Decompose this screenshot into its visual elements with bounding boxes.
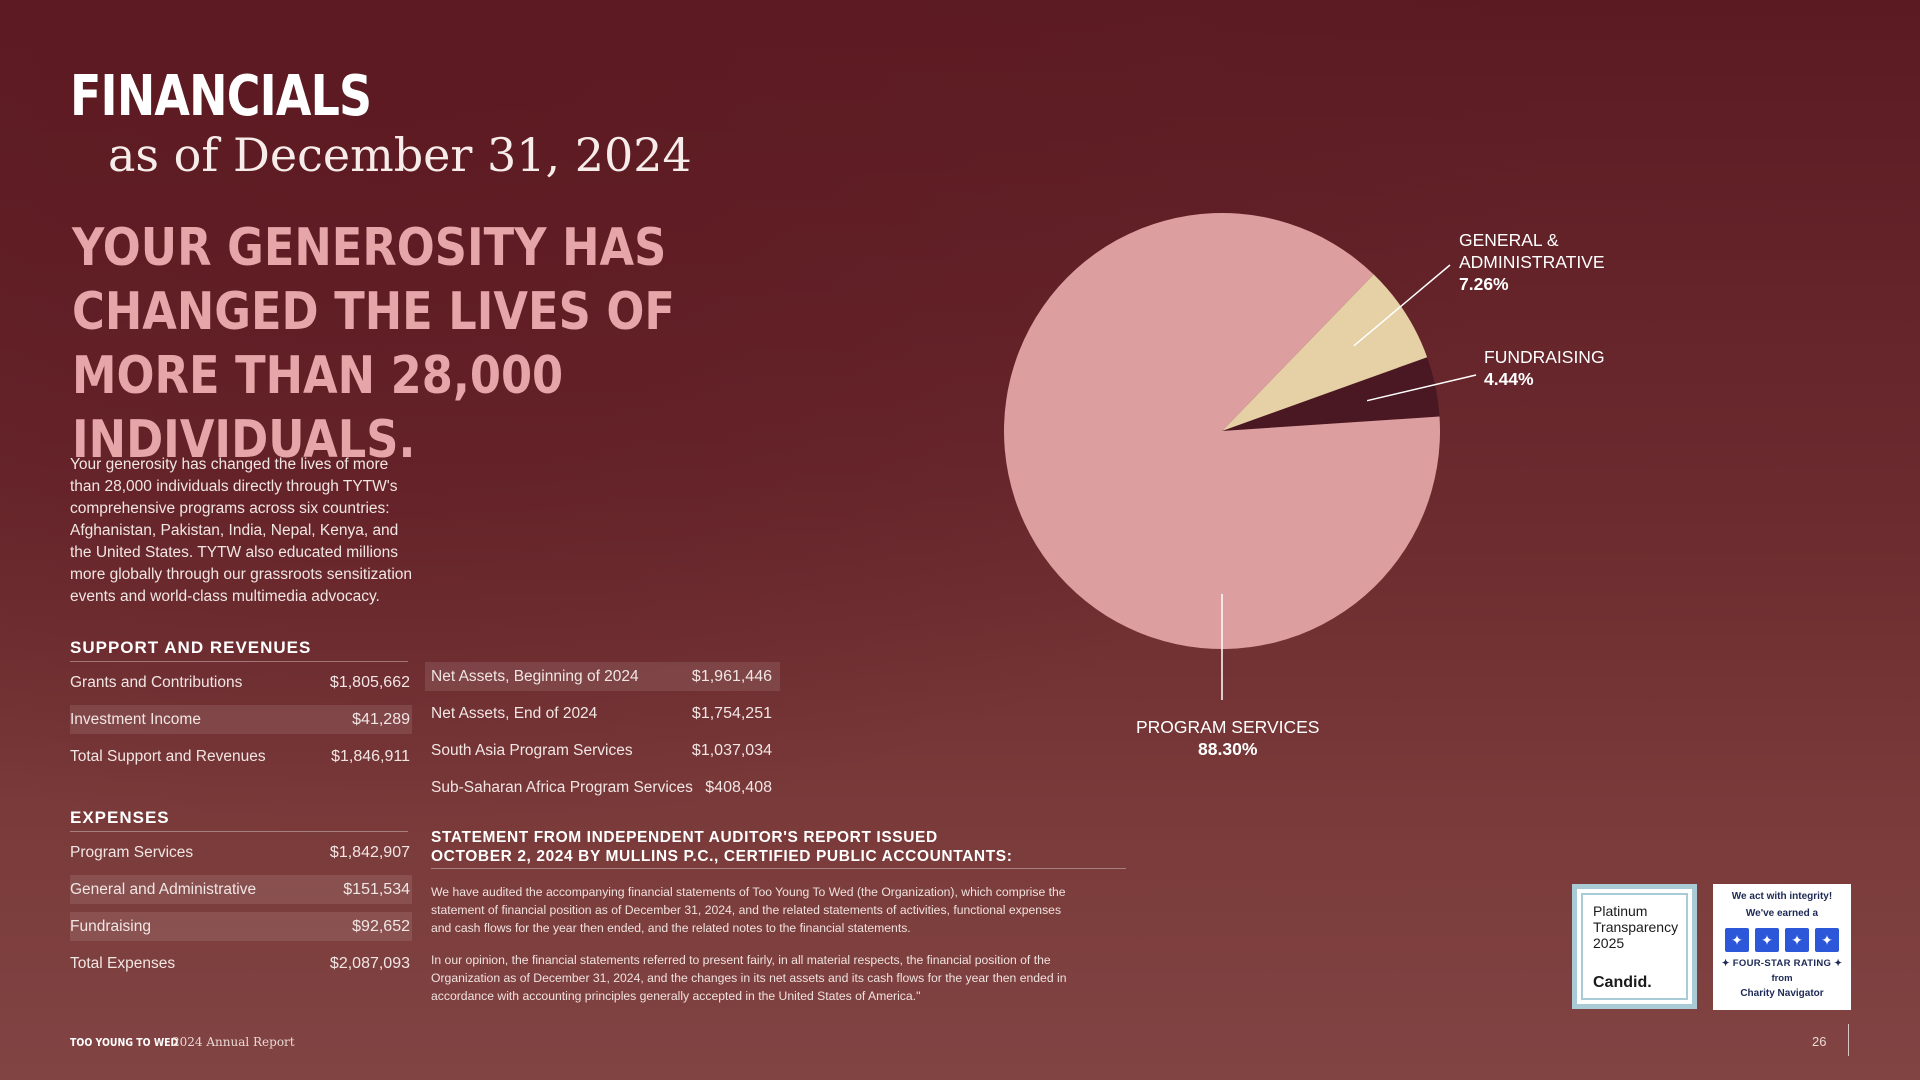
cn-name: Charity Navigator <box>1740 988 1824 999</box>
intro-paragraph: Your generosity has changed the lives of… <box>70 456 413 605</box>
row-label: Net Assets, Beginning of 2024 <box>431 667 639 685</box>
candid-transparency-badge: Platinum Transparency 2025 Candid. <box>1572 884 1697 1009</box>
expenses-table: EXPENSES Program Services $1,842,907 Gene… <box>70 808 412 986</box>
auditor-statement: STATEMENT FROM INDEPENDENT AUDITOR'S REP… <box>431 828 1126 1005</box>
row-label: Total Support and Revenues <box>70 747 266 765</box>
headline: YOUR GENEROSITY HAS CHANGED THE LIVES OF… <box>72 218 675 470</box>
chart-label-text: PROGRAM SERVICES <box>1136 717 1320 737</box>
pie-slice-fundraising <box>1222 357 1440 431</box>
page-number: 26 <box>1812 1034 1827 1049</box>
row-value: $41,289 <box>352 710 410 728</box>
auditor-paragraph-1: We have audited the accompanying financi… <box>431 885 1066 935</box>
row-label: Program Services <box>70 843 194 861</box>
row-value: $1,961,446 <box>691 667 772 685</box>
charity-navigator-badge: We act with integrity! We've earned a ✦ … <box>1713 884 1851 1010</box>
table-row: Program Services $1,842,907 <box>70 838 412 867</box>
row-value: $1,754,251 <box>691 704 772 722</box>
row-value: $151,534 <box>343 880 410 898</box>
row-value: $1,846,911 <box>331 747 410 765</box>
row-label: South Asia Program Services <box>431 741 633 759</box>
table-row: Fundraising $92,652 <box>70 912 412 941</box>
footer-brand: TOO YOUNG TO WED <box>70 1036 179 1049</box>
star-icon: ✦ <box>1755 928 1779 952</box>
pie-slice-general-administrative <box>1222 274 1428 431</box>
row-label: Fundraising <box>70 917 151 935</box>
table-row: Grants and Contributions $1,805,662 <box>70 668 412 697</box>
table-row: Total Expenses $2,087,093 <box>70 949 412 978</box>
row-label: Net Assets, End of 2024 <box>431 704 598 722</box>
table-row: Net Assets, End of 2024 $1,754,251 <box>425 699 780 728</box>
row-value: $2,087,093 <box>329 954 410 972</box>
row-label: Total Expenses <box>70 954 176 972</box>
page-subtitle: as of December 31, 2024 <box>108 128 692 182</box>
table-row: Total Support and Revenues $1,846,911 <box>70 742 412 771</box>
leader-line-general-admin <box>1353 264 1451 347</box>
row-label: Grants and Contributions <box>70 673 243 691</box>
pie-slice-program-services <box>1004 213 1440 650</box>
page-title: FINANCIALS <box>70 64 372 129</box>
row-value: $408,408 <box>705 778 772 796</box>
cn-line1: We act with integrity! <box>1731 891 1833 902</box>
row-value: $92,652 <box>352 917 410 935</box>
row-value: $1,842,907 <box>329 843 410 861</box>
table-row: Net Assets, Beginning of 2024 $1,961,446 <box>425 662 780 691</box>
expenses-heading: EXPENSES <box>70 808 408 832</box>
chart-value-label: 88.30% <box>1198 739 1258 759</box>
star-rating: ✦ ✦ ✦ ✦ <box>1713 928 1851 952</box>
auditor-heading-line2: OCTOBER 2, 2024 BY MULLINS P.C., CERTIFI… <box>431 848 1013 865</box>
chart-label-text: GENERAL & <box>1459 230 1559 250</box>
cn-rating: ✦ FOUR-STAR RATING ✦ <box>1721 958 1843 969</box>
chart-label-text: ADMINISTRATIVE <box>1459 252 1605 272</box>
star-icon: ✦ <box>1725 928 1749 952</box>
leader-line-fundraising <box>1366 374 1477 402</box>
candid-badge-text: Platinum Transparency 2025 <box>1593 903 1679 951</box>
star-icon: ✦ <box>1815 928 1839 952</box>
expense-pie-chart <box>1004 213 1477 700</box>
auditor-heading-line1: STATEMENT FROM INDEPENDENT AUDITOR'S REP… <box>431 829 938 846</box>
auditor-heading: STATEMENT FROM INDEPENDENT AUDITOR'S REP… <box>431 828 1126 869</box>
chart-label-text: FUNDRAISING <box>1484 347 1605 367</box>
support-heading: SUPPORT AND REVENUES <box>70 638 408 662</box>
row-value: $1,805,662 <box>329 673 410 691</box>
net-assets-table: Net Assets, Beginning of 2024 $1,961,446 … <box>425 662 780 810</box>
table-row: South Asia Program Services $1,037,034 <box>425 736 780 765</box>
table-row: General and Administrative $151,534 <box>70 875 412 904</box>
chart-label-program-services: PROGRAM SERVICES 88.30% <box>1136 716 1319 760</box>
row-label: Investment Income <box>70 710 201 728</box>
table-row: Sub-Saharan Africa Program Services $408,… <box>425 773 780 802</box>
cn-line2: We've earned a <box>1745 908 1819 919</box>
table-row: Investment Income $41,289 <box>70 705 412 734</box>
star-icon: ✦ <box>1785 928 1809 952</box>
chart-label-fundraising: FUNDRAISING 4.44% <box>1484 346 1605 390</box>
support-revenues-table: SUPPORT AND REVENUES Grants and Contribu… <box>70 638 412 779</box>
chart-label-general-admin: GENERAL & ADMINISTRATIVE 7.26% <box>1459 229 1605 295</box>
row-label: General and Administrative <box>70 880 257 898</box>
row-value: $1,037,034 <box>691 741 772 759</box>
candid-logo: Candid. <box>1593 974 1652 991</box>
row-label: Sub-Saharan Africa Program Services <box>431 778 693 796</box>
footer-report-title: 2024 Annual Report <box>172 1035 295 1049</box>
cn-from: from <box>1771 973 1793 984</box>
page-number-divider <box>1848 1024 1849 1056</box>
auditor-paragraph-2: In our opinion, the financial statements… <box>431 953 1067 1003</box>
chart-value-label: 4.44% <box>1484 369 1534 389</box>
chart-value-label: 7.26% <box>1459 274 1509 294</box>
